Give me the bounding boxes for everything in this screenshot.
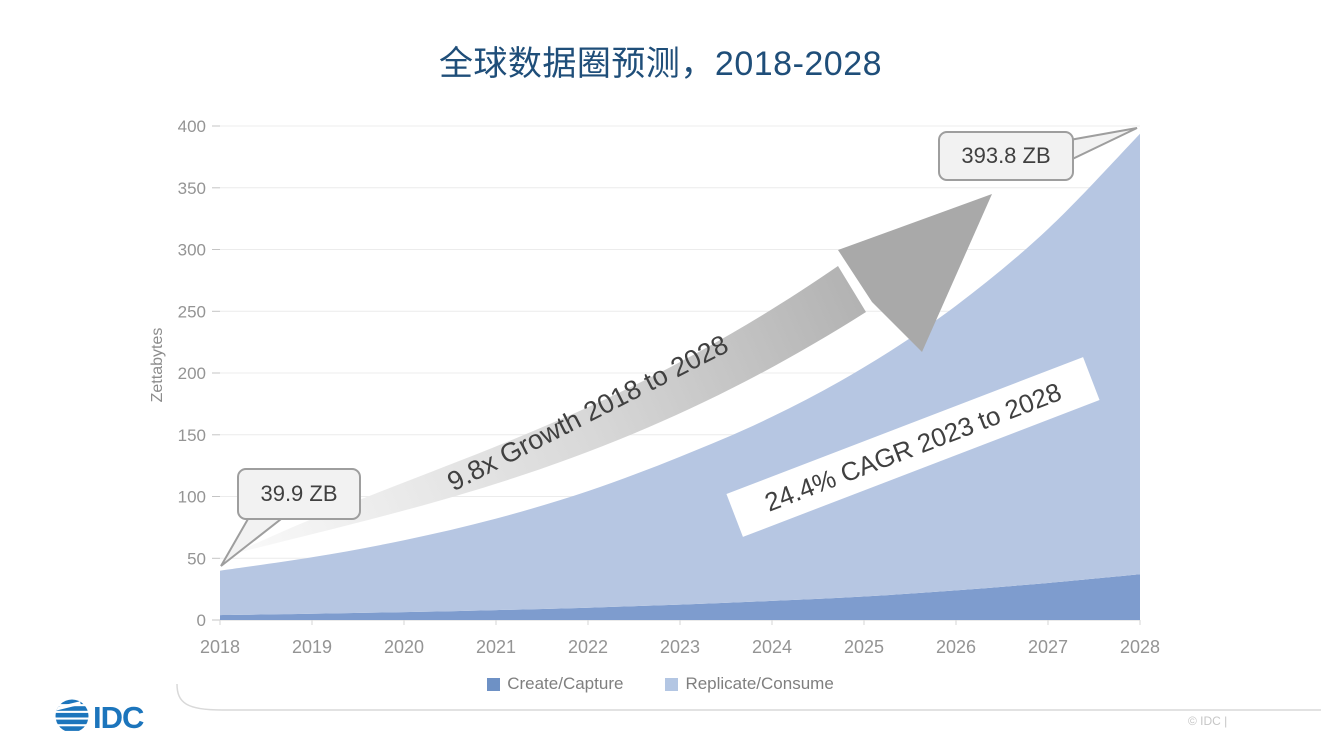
svg-text:100: 100 bbox=[178, 488, 206, 507]
svg-text:200: 200 bbox=[178, 364, 206, 383]
svg-text:2028: 2028 bbox=[1120, 637, 1160, 657]
svg-text:2019: 2019 bbox=[292, 637, 332, 657]
svg-text:2024: 2024 bbox=[752, 637, 792, 657]
svg-text:2026: 2026 bbox=[936, 637, 976, 657]
legend-swatch-replicate bbox=[665, 677, 679, 691]
legend-label-create: Create/Capture bbox=[507, 674, 624, 693]
growth-arrow-ribbon bbox=[233, 266, 866, 554]
legend-item-replicate: Replicate/Consume bbox=[665, 674, 834, 694]
svg-text:400: 400 bbox=[178, 117, 206, 136]
svg-text:250: 250 bbox=[178, 302, 206, 321]
idc-logo-text: IDC bbox=[93, 700, 144, 735]
footer-copyright: © IDC | bbox=[1188, 714, 1228, 728]
footer-rule bbox=[176, 683, 1321, 711]
svg-text:2021: 2021 bbox=[476, 637, 516, 657]
legend-label-replicate: Replicate/Consume bbox=[685, 674, 834, 693]
svg-text:2022: 2022 bbox=[568, 637, 608, 657]
svg-text:2018: 2018 bbox=[200, 637, 240, 657]
svg-text:0: 0 bbox=[197, 611, 206, 630]
callout-end-value: 393.8 ZB bbox=[938, 131, 1074, 181]
idc-logo: IDC bbox=[55, 699, 145, 735]
svg-text:150: 150 bbox=[178, 426, 206, 445]
growth-arrow-head bbox=[838, 194, 992, 352]
callout-start-value: 39.9 ZB bbox=[237, 468, 361, 520]
svg-text:50: 50 bbox=[187, 549, 206, 568]
legend-swatch-create bbox=[487, 677, 501, 691]
footer: IDC © IDC | bbox=[0, 690, 1321, 743]
svg-text:2025: 2025 bbox=[844, 637, 884, 657]
svg-text:2023: 2023 bbox=[660, 637, 700, 657]
svg-text:2027: 2027 bbox=[1028, 637, 1068, 657]
page-title: 全球数据圈预测，2018-2028 bbox=[438, 45, 883, 83]
svg-text:350: 350 bbox=[178, 179, 206, 198]
callout-end-pointer bbox=[1063, 127, 1138, 165]
svg-text:2020: 2020 bbox=[384, 637, 424, 657]
idc-globe-icon bbox=[55, 699, 89, 731]
legend: Create/Capture Replicate/Consume bbox=[0, 674, 1321, 694]
legend-item-create: Create/Capture bbox=[487, 674, 623, 694]
svg-text:300: 300 bbox=[178, 241, 206, 260]
